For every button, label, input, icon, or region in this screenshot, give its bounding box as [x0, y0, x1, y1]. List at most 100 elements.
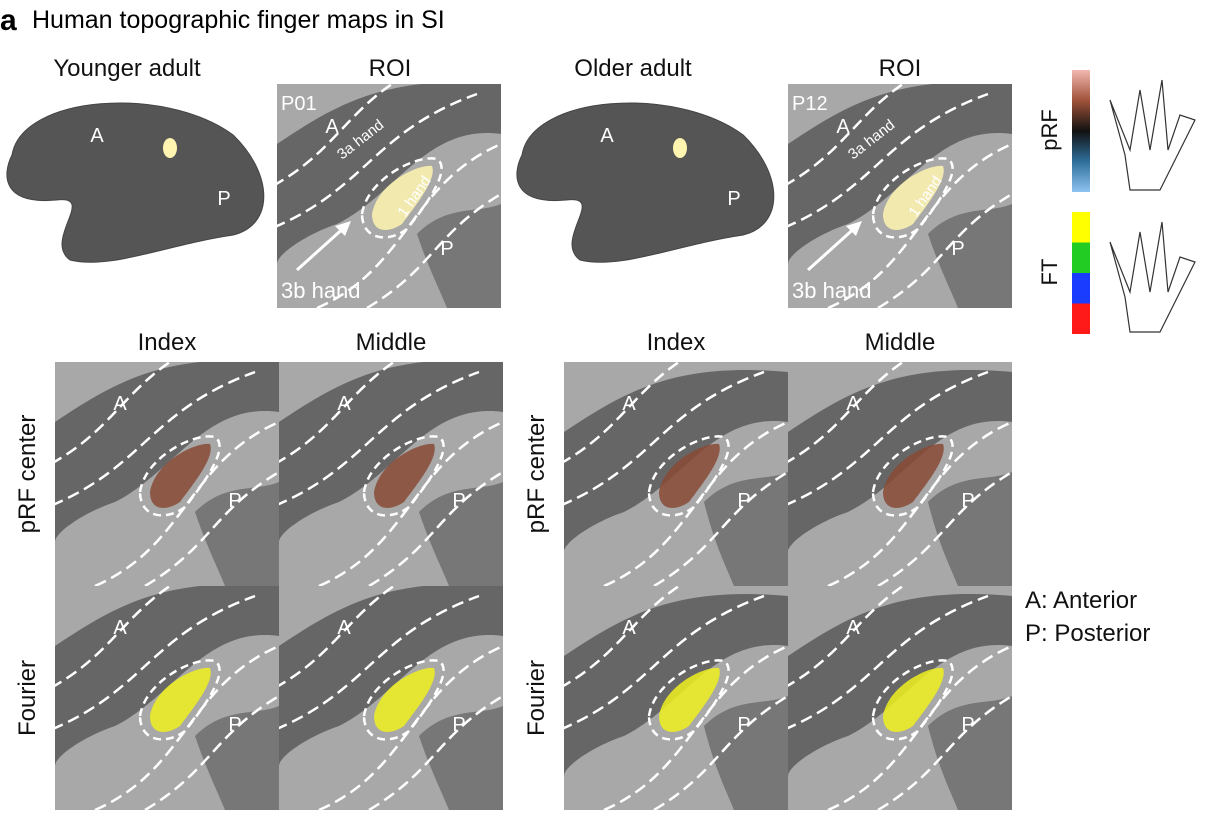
label: A	[622, 617, 636, 639]
boundary	[877, 470, 1012, 586]
label: Younger adult	[53, 55, 201, 82]
sulcus	[704, 696, 788, 810]
sulcus	[704, 472, 788, 586]
label: P	[951, 238, 964, 260]
label: Older adult	[574, 55, 692, 82]
map-clip	[564, 362, 788, 586]
figure-title: Human topographic finger maps in SI	[32, 6, 445, 34]
activation	[883, 165, 944, 230]
flat-map	[279, 362, 503, 586]
colorbar-segment	[1072, 242, 1090, 273]
roi-outline	[871, 157, 954, 239]
activation	[163, 138, 177, 158]
label: A	[113, 617, 127, 639]
boundary	[788, 370, 989, 506]
label: Fourier	[523, 660, 550, 736]
roi-outline	[360, 157, 443, 239]
colorbar	[1072, 70, 1090, 192]
label: P	[228, 714, 241, 736]
roi-outline	[871, 659, 954, 741]
activation	[374, 667, 435, 732]
boundary	[788, 594, 989, 730]
map-clip	[788, 362, 1012, 586]
label: Index	[647, 329, 706, 356]
activation	[883, 667, 944, 732]
label: Fourier	[14, 660, 41, 736]
boundary	[277, 92, 478, 228]
activation	[150, 443, 211, 508]
boundary	[366, 192, 501, 308]
arrow-head	[846, 221, 862, 236]
label: A	[600, 125, 614, 147]
flat-map	[788, 84, 1012, 308]
sulcus	[279, 362, 503, 542]
boundary	[564, 594, 765, 730]
label: P12	[792, 93, 828, 115]
label: A	[846, 617, 860, 639]
boundary	[279, 370, 480, 506]
activation	[883, 443, 944, 508]
sulcus	[55, 586, 279, 766]
sulcus	[419, 706, 503, 810]
label: A	[337, 617, 351, 639]
label: FT	[1037, 259, 1062, 286]
label: A	[90, 125, 104, 147]
activation	[150, 667, 211, 732]
map-clip	[788, 84, 1012, 308]
boundary	[144, 694, 279, 810]
sulcus	[417, 204, 501, 308]
label: P: Posterior	[1025, 620, 1150, 647]
label: P	[727, 188, 740, 210]
arrow	[806, 223, 860, 272]
sulcus	[419, 482, 503, 586]
map-clip	[55, 362, 279, 586]
sulcus	[195, 482, 279, 586]
hand-drawing	[1109, 221, 1196, 333]
label: A	[622, 393, 636, 415]
hand-drawing	[1109, 79, 1196, 191]
flat-map	[564, 586, 788, 810]
label: P	[452, 714, 465, 736]
map-clip	[564, 586, 788, 810]
sulcus	[788, 84, 1012, 264]
label: pRF center	[14, 415, 41, 534]
label: P	[737, 714, 750, 736]
roi-outline	[647, 659, 730, 741]
label: P01	[281, 93, 317, 115]
brain	[6, 102, 265, 263]
roi-outline	[647, 435, 730, 517]
sulcus	[928, 204, 1012, 308]
activation	[659, 443, 720, 508]
arrow-head	[335, 221, 351, 236]
label: A	[325, 116, 339, 138]
sulcus	[928, 696, 1012, 810]
label: Middle	[865, 329, 936, 356]
roi-outline	[871, 435, 954, 517]
label: A	[113, 393, 127, 415]
colorbar-segment	[1072, 273, 1090, 304]
flat-map	[55, 362, 279, 586]
flat-map	[788, 362, 1012, 586]
label: A: Anterior	[1025, 587, 1137, 614]
label: A	[836, 116, 850, 138]
sulcus	[279, 586, 503, 766]
label: A	[846, 393, 860, 415]
activation	[374, 443, 435, 508]
label: Middle	[356, 329, 427, 356]
flat-map	[277, 84, 501, 308]
activation	[659, 667, 720, 732]
roi-outline	[362, 659, 445, 741]
boundary	[55, 370, 256, 506]
label: P	[228, 490, 241, 512]
label: P	[961, 714, 974, 736]
roi-outline	[138, 435, 221, 517]
label: 3b hand	[281, 278, 361, 303]
label: A	[337, 393, 351, 415]
flat-map	[788, 586, 1012, 810]
label: ROI	[879, 55, 922, 82]
label: P	[217, 188, 230, 210]
label: Index	[138, 329, 197, 356]
brain	[516, 102, 775, 263]
sulcus	[928, 472, 1012, 586]
